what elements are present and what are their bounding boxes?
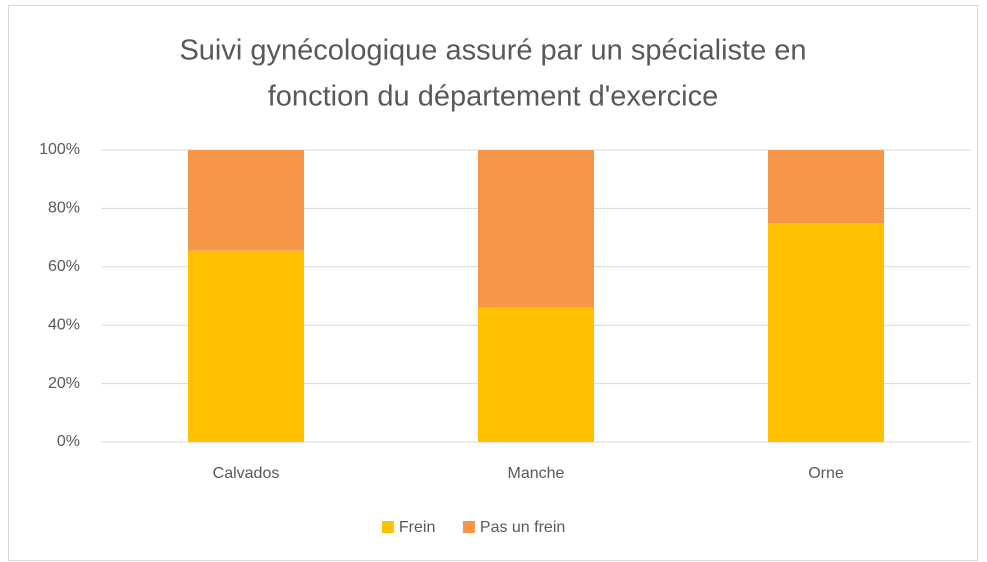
chart-title: Suivi gynécologique assuré par un spécia… <box>179 35 806 67</box>
legend-swatch <box>381 521 394 533</box>
y-tick-label: 60% <box>48 258 80 275</box>
legend-label: Frein <box>399 519 435 536</box>
bar-segment <box>478 150 594 308</box>
x-tick-label: Calvados <box>213 465 280 482</box>
y-tick-label: 20% <box>48 375 80 392</box>
y-tick-label: 100% <box>39 141 80 158</box>
x-tick-label: Manche <box>508 465 565 482</box>
y-tick-label: 80% <box>48 200 80 217</box>
x-tick-label: Orne <box>808 465 844 482</box>
chart-title: fonction du département d'exercice <box>268 81 718 113</box>
bar-segment <box>768 223 884 442</box>
y-tick-label: 0% <box>57 433 80 450</box>
legend-swatch <box>462 521 475 533</box>
bar-segment <box>478 307 594 442</box>
bar-segment <box>768 150 884 223</box>
y-tick-label: 40% <box>48 316 80 333</box>
bar-segment <box>188 250 304 442</box>
legend-label: Pas un frein <box>480 519 565 536</box>
bar-segment <box>188 150 304 251</box>
